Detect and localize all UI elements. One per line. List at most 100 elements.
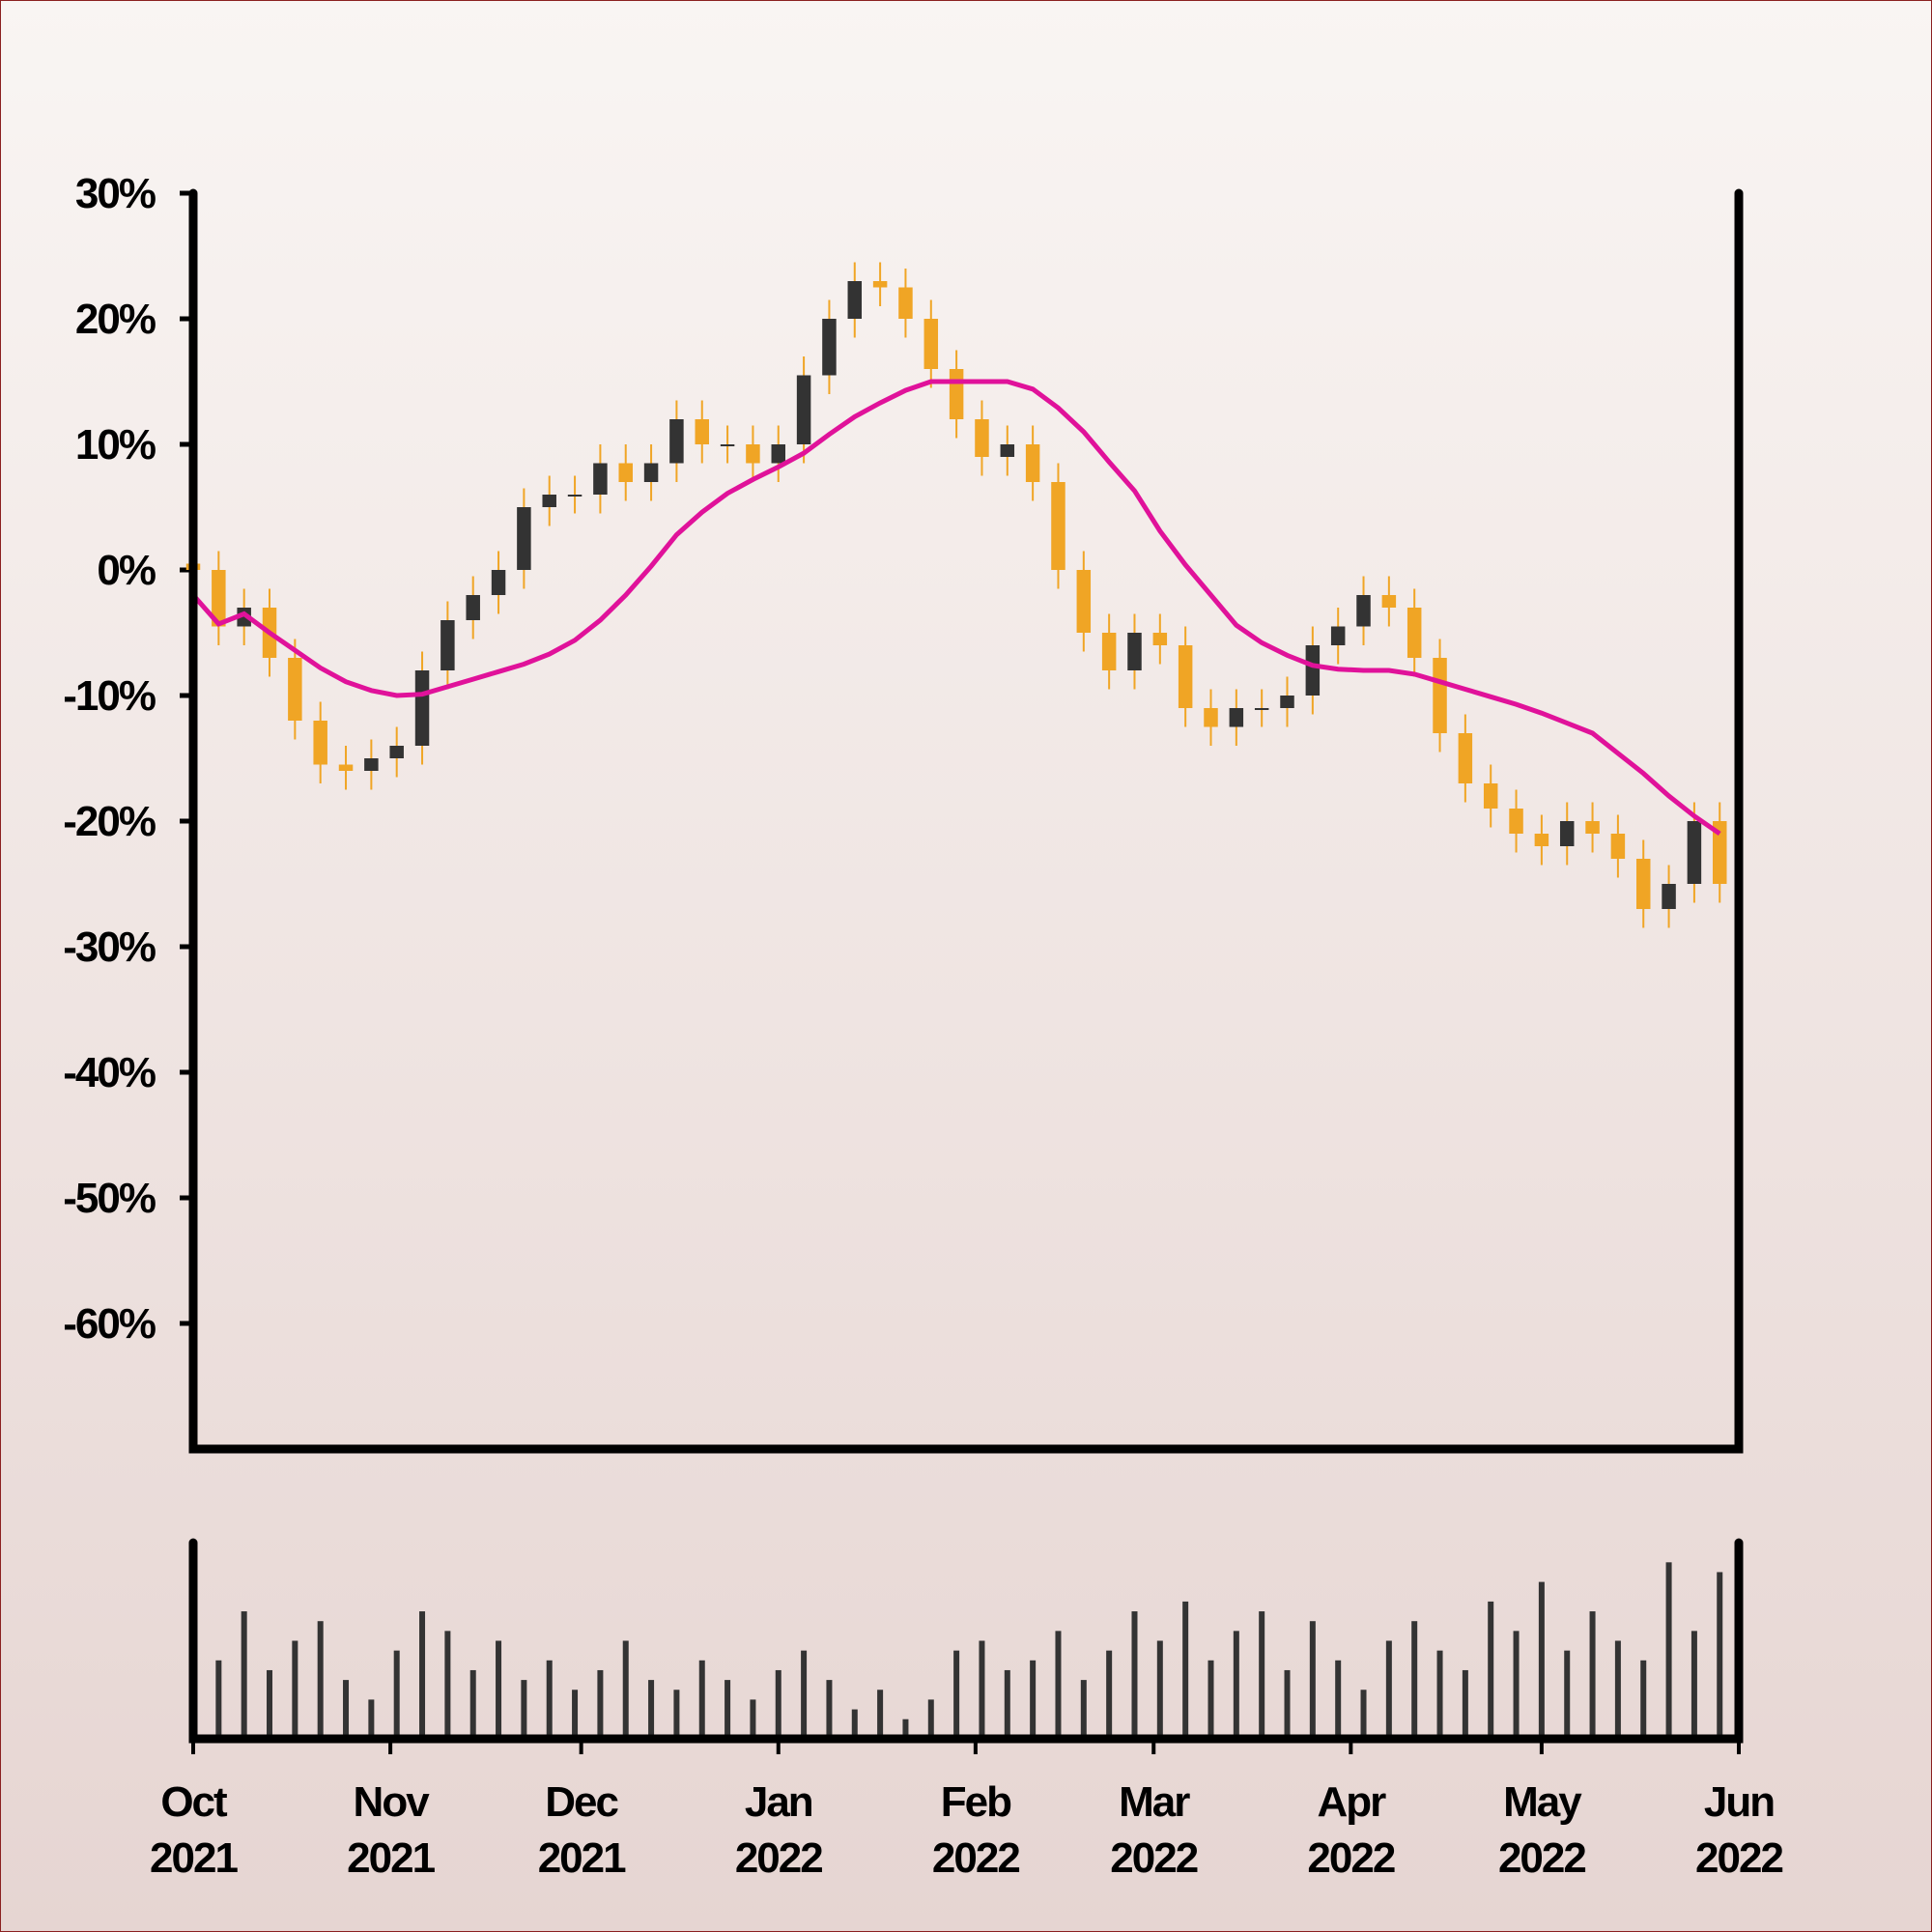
x-tick-label: Apr 2022 [1307, 1778, 1394, 1882]
candle-body [1433, 658, 1447, 733]
candle-body [1483, 783, 1498, 809]
candle-body [1610, 834, 1626, 859]
candle-body [796, 375, 811, 444]
volume-bar [673, 1690, 680, 1739]
volume-bar [469, 1669, 476, 1739]
candle-body [1559, 821, 1575, 846]
volume-bar [750, 1699, 756, 1739]
volume-bar [1208, 1660, 1214, 1739]
candle-body [1635, 859, 1651, 909]
y-tick-label: -60% [63, 1300, 156, 1348]
volume-bar [1436, 1650, 1443, 1739]
candle-body [1458, 733, 1473, 783]
volume-bar [1513, 1631, 1520, 1739]
y-tick-label: 30% [75, 170, 156, 217]
volume-bar [1462, 1669, 1468, 1739]
y-tick-label: -10% [63, 672, 156, 720]
x-tick-label: Nov 2021 [347, 1778, 435, 1882]
candle-body [1406, 608, 1422, 658]
volume-bar [1411, 1621, 1418, 1739]
volume-bar [1309, 1621, 1316, 1739]
candle-body [313, 721, 327, 765]
candle-body [466, 595, 480, 620]
volume-bar [368, 1699, 375, 1739]
candle-body [338, 764, 354, 771]
y-tick-label: -20% [63, 798, 156, 845]
volume-bar [698, 1660, 705, 1739]
volume-bar [1131, 1611, 1138, 1739]
volume-bar [648, 1680, 655, 1739]
candle-body [414, 670, 430, 746]
axis-frame [188, 1538, 1744, 1744]
candle-body [1076, 570, 1092, 633]
volume-bar [1106, 1650, 1113, 1739]
candle-body [771, 444, 786, 464]
candle-body [389, 746, 404, 758]
candle-body [898, 287, 913, 319]
volume-bar [292, 1640, 298, 1739]
volume-bar [215, 1660, 222, 1739]
volume-bar [902, 1719, 909, 1739]
candle-body [1204, 708, 1218, 727]
x-tick-label: Jun 2022 [1695, 1778, 1782, 1882]
candle-body [949, 369, 964, 419]
y-tick-label: -50% [63, 1175, 156, 1222]
candle-body [643, 463, 659, 482]
volume-bar [1080, 1680, 1087, 1739]
candle-body [618, 463, 633, 482]
candle-body [1356, 595, 1371, 627]
candle-body [491, 570, 506, 595]
volume-bar [826, 1680, 833, 1739]
volume-bar [496, 1640, 502, 1739]
candle-body [1330, 626, 1346, 645]
candle-body [1381, 595, 1397, 608]
x-tick-label: Mar 2022 [1110, 1778, 1197, 1882]
y-tick-label: 0% [97, 547, 155, 594]
x-tick-label: Oct 2021 [150, 1778, 238, 1882]
volume-bar [1488, 1601, 1494, 1739]
candle-body [593, 463, 608, 495]
candle-body [1000, 444, 1015, 457]
candle-body [1229, 708, 1244, 727]
candle-body [669, 419, 684, 464]
volume-bar [267, 1669, 273, 1739]
candle-body [542, 495, 556, 507]
axis-frame [188, 188, 1744, 1454]
y-tick-label: -30% [63, 923, 156, 971]
volume-bar [1589, 1611, 1596, 1739]
volume-bar [1538, 1581, 1545, 1739]
volume-bar [953, 1650, 960, 1739]
candle-body [1585, 821, 1600, 834]
y-tick-label: 10% [75, 421, 156, 469]
candle-body [923, 319, 939, 369]
candle-body [1687, 821, 1702, 884]
y-tick-label: 20% [75, 296, 156, 343]
candle-body [1178, 645, 1193, 708]
candle-body [975, 419, 989, 457]
volume-bar [546, 1660, 553, 1739]
y-tick-label: -40% [63, 1049, 156, 1096]
volume-bar [1614, 1640, 1621, 1739]
volume-bar [521, 1680, 527, 1739]
volume-bar [1233, 1631, 1239, 1739]
candle-body [1127, 633, 1142, 670]
candle-body [1305, 645, 1321, 696]
candle-body [567, 495, 582, 497]
volume-bar [317, 1621, 324, 1739]
candle-body [847, 281, 863, 319]
candle-body [440, 620, 455, 670]
candle-body [1025, 444, 1040, 482]
volume-bar [877, 1690, 884, 1739]
volume-bar [1004, 1669, 1010, 1739]
volume-bar [343, 1680, 350, 1739]
volume-bar [1717, 1572, 1723, 1739]
volume-bar [851, 1709, 858, 1739]
volume-bar [801, 1650, 808, 1739]
volume-bar [1665, 1562, 1672, 1739]
x-tick-label: May 2022 [1498, 1778, 1585, 1882]
candle-body [237, 608, 251, 627]
candle-body [1152, 633, 1168, 645]
